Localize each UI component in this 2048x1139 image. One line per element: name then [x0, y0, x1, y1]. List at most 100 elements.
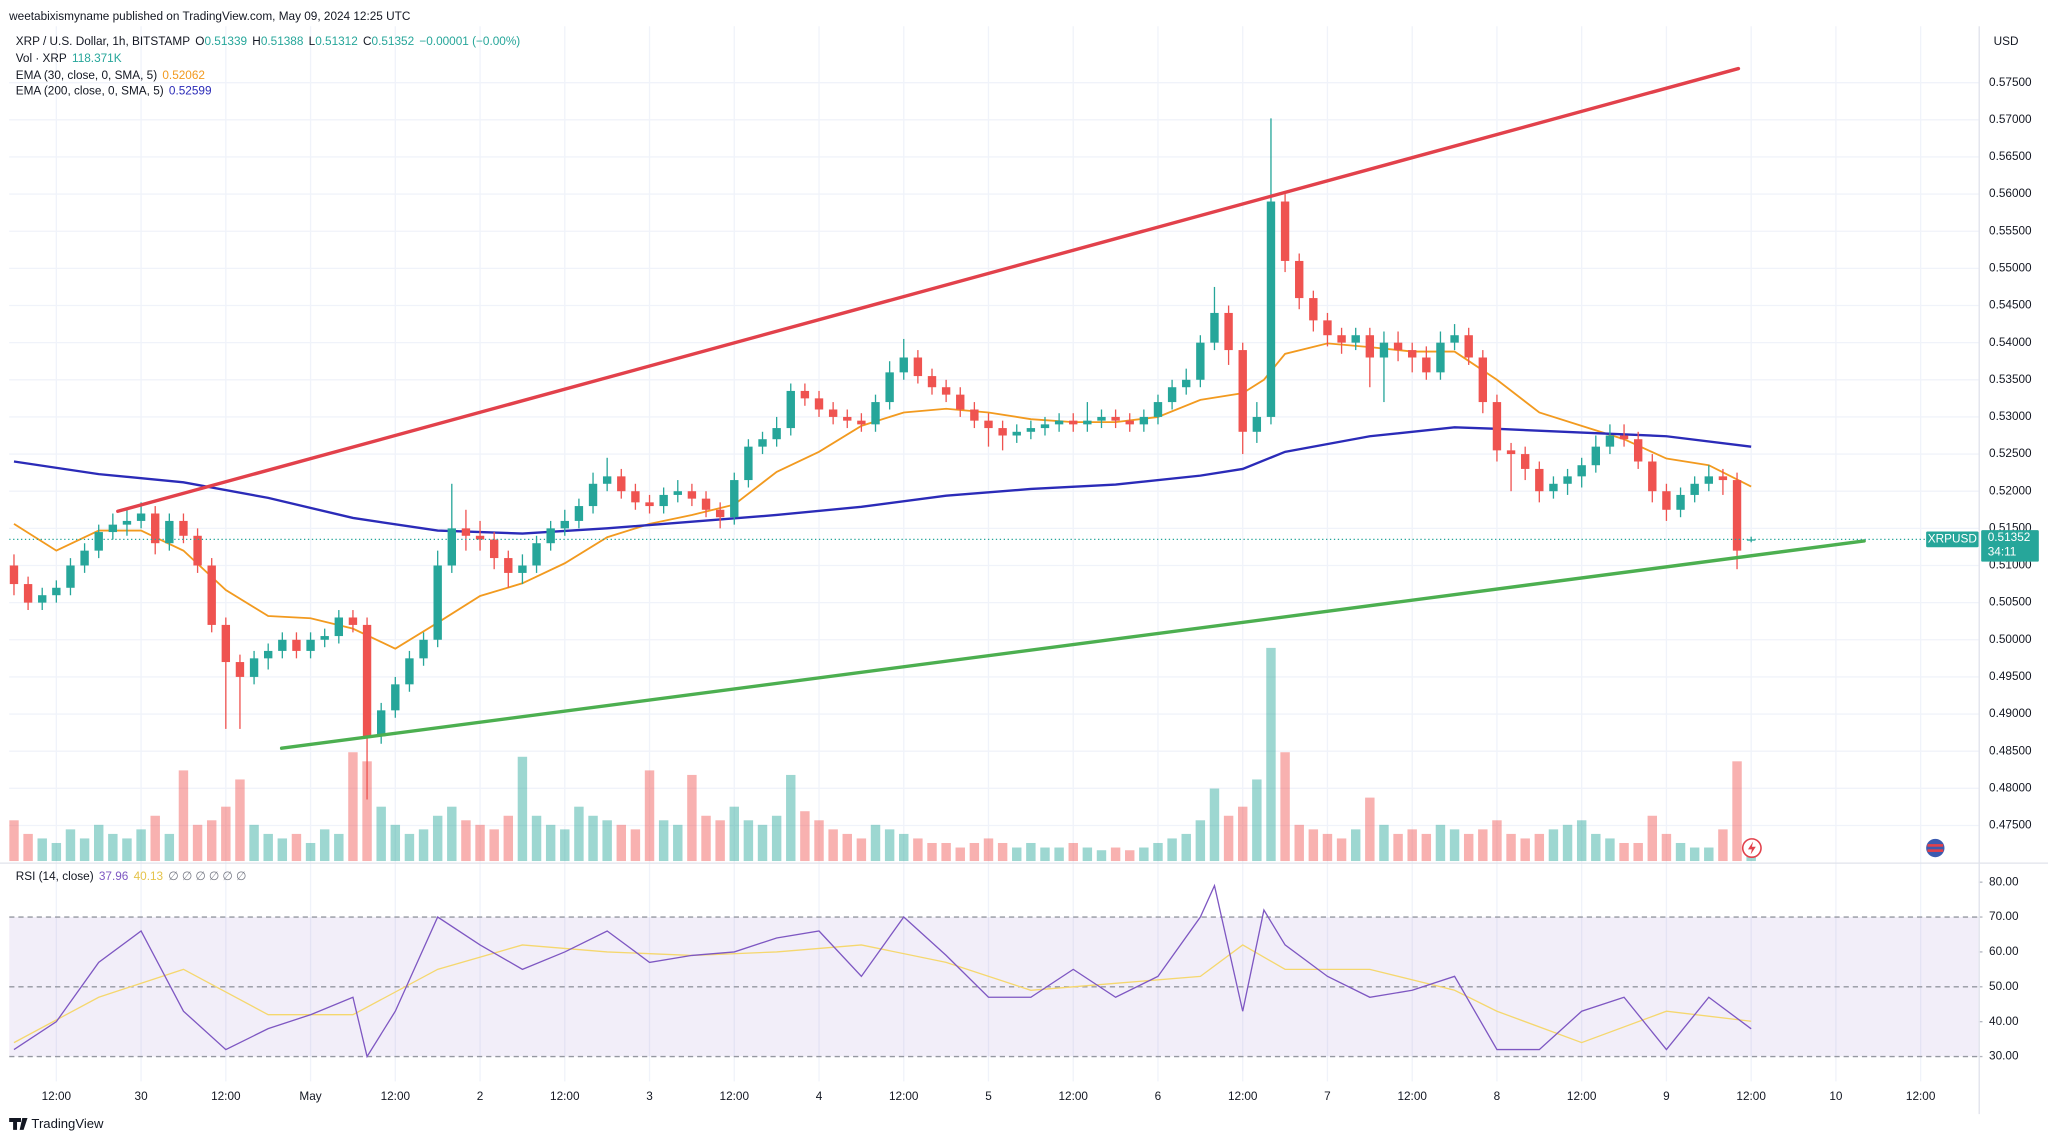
candle-body [1111, 416, 1120, 421]
candle-body [38, 595, 47, 603]
ema-line [13, 342, 1752, 650]
x-tick-label: 8 [1494, 1090, 1501, 1103]
x-tick-label: 12:00 [1736, 1090, 1766, 1103]
candle-body [1732, 480, 1742, 551]
volume-bar [828, 829, 838, 862]
ohlc-label: H [252, 35, 261, 48]
brand: TradingView [31, 1116, 104, 1131]
volume-bar [701, 815, 711, 862]
ohlc-label: O [195, 35, 204, 48]
ema30-name: EMA (30, close, 0, SMA, 5) [16, 69, 157, 82]
candle-body [913, 357, 923, 377]
volume-bar [1308, 829, 1319, 862]
candle-body [1167, 387, 1177, 403]
candle-body [433, 565, 442, 640]
volume-bar [390, 824, 401, 862]
candle-body [772, 428, 781, 440]
y-tick-label: 60.00 [1989, 945, 2019, 958]
x-tick-label: 5 [985, 1090, 992, 1103]
volume-bar [461, 820, 471, 862]
volume-bar [1704, 847, 1714, 862]
volume-bar [1054, 847, 1064, 862]
ohlc-label: L [309, 35, 316, 48]
candle-body [207, 565, 216, 625]
x-tick-label: 12:00 [1058, 1090, 1088, 1103]
candle-body [264, 650, 273, 659]
x-tick-label: 12:00 [42, 1090, 72, 1103]
volume-bar [249, 824, 259, 862]
candle-body [843, 416, 852, 421]
y-tick-label: 80.00 [1989, 875, 2019, 888]
candle-body [1252, 416, 1262, 432]
ohlc-value: 0.51388 [261, 35, 304, 48]
volume-bar [1732, 761, 1742, 862]
candle-body [1040, 424, 1050, 429]
volume-bar [1068, 842, 1078, 862]
flag-icon[interactable] [1926, 838, 1945, 858]
axis-unit: USD [1994, 35, 2019, 48]
candle-body [1464, 335, 1473, 358]
y-tick-label: 0.50000 [1989, 633, 2032, 646]
candle-body [447, 528, 456, 566]
volume-bar [291, 833, 302, 862]
volume-bar [658, 820, 669, 862]
volume-bar [1209, 788, 1220, 862]
candle-body [391, 684, 400, 711]
volume-bar [1125, 850, 1135, 862]
volume-bar [1463, 833, 1474, 862]
ema200-value: 0.52599 [169, 85, 212, 98]
candle-body [758, 439, 767, 447]
candle-body [94, 532, 103, 551]
y-tick-label: 0.57500 [1989, 76, 2032, 89]
volume-bar [305, 842, 316, 862]
volume-bar [856, 838, 867, 862]
ema-line [13, 426, 1752, 535]
volume-bar [1181, 833, 1191, 862]
candle-body [1549, 483, 1558, 492]
candle-body [1069, 420, 1078, 425]
volume-bar [79, 838, 90, 862]
candle-body [489, 539, 499, 559]
volume-bar [1421, 833, 1432, 862]
volume-bar [983, 838, 994, 862]
flag-stripe [1927, 849, 1944, 852]
volume-bar [1407, 829, 1417, 862]
volume-bar [348, 752, 358, 862]
y-tick-label: 0.55500 [1989, 224, 2032, 237]
x-tick-label: 12:00 [1228, 1090, 1258, 1103]
volume-bar [447, 806, 457, 862]
x-tick-label: 12:00 [1397, 1090, 1427, 1103]
axes: 0.47500 0.48000 0.48500 0.49000 0.49500 0.500… [42, 76, 2032, 1103]
candle-body [9, 565, 19, 585]
volume-bar [1492, 820, 1502, 862]
ohlc-label: C [363, 35, 372, 48]
candle-body [715, 509, 725, 518]
candle-body [673, 491, 682, 495]
candle-body [1704, 476, 1713, 484]
candle-body [376, 710, 386, 737]
symbol-tag [1926, 531, 1979, 548]
candle-body [645, 502, 654, 507]
publisher: weetabixismyname published on TradingVie… [8, 10, 411, 23]
candle-body [1054, 420, 1064, 425]
ema30-value: 0.52062 [162, 69, 205, 82]
volume-bar [108, 833, 118, 862]
y-tick-label: 0.54500 [1989, 299, 2032, 312]
candle-body [956, 394, 965, 410]
candle-body [885, 372, 894, 403]
candle-body [1337, 335, 1346, 343]
volume-bar [517, 756, 528, 862]
candle-body [108, 524, 118, 533]
x-tick-label: 12:00 [720, 1090, 750, 1103]
candle-body [320, 636, 329, 640]
y-tick-label: 0.48500 [1989, 744, 2032, 757]
candle-body [687, 491, 697, 499]
candle-body [461, 528, 471, 536]
candle-body [1309, 298, 1318, 321]
candle-body [984, 420, 993, 429]
x-tick-label: May [299, 1090, 321, 1103]
candle-body [1676, 494, 1685, 510]
volume-bar [616, 824, 627, 862]
y-tick-label: 0.51000 [1989, 559, 2032, 572]
